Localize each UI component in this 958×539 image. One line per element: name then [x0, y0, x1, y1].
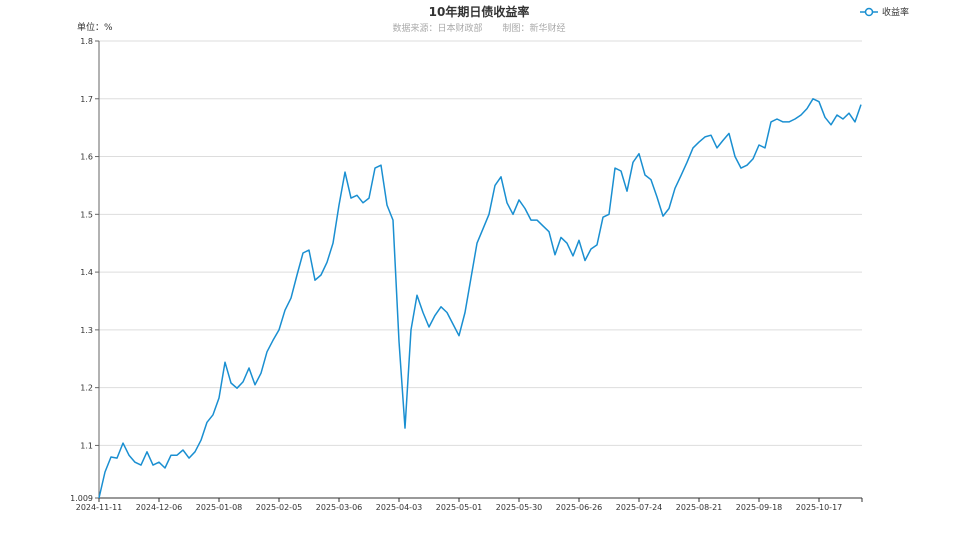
chart-title: 10年期日债收益率: [428, 5, 530, 19]
data-source: 数据来源：日本财政部: [392, 24, 483, 34]
y-tick-label: 1.7: [80, 95, 93, 104]
y-tick-label: 1.2: [80, 384, 93, 393]
y-tick-label: 1.1: [80, 441, 93, 450]
x-tick-label: 2025-01-08: [196, 503, 243, 512]
x-tick-label: 2025-07-24: [616, 503, 663, 512]
y-tick-label: 1.5: [80, 210, 93, 219]
x-tick-label: 2025-05-01: [436, 503, 483, 512]
x-tick-label: 2024-11-11: [76, 503, 123, 512]
series-line-yield: [98, 98, 862, 499]
y-axis-unit: 单位：%: [77, 23, 113, 33]
x-tick-label: 2025-09-18: [736, 503, 783, 512]
y-tick-label: 1.009: [70, 494, 93, 503]
x-tick-label: 2025-10-17: [796, 503, 843, 512]
legend-item[interactable]: 收益率: [860, 5, 909, 18]
y-tick-label: 1.4: [80, 268, 93, 277]
x-tick-label: 2025-05-30: [496, 503, 543, 512]
y-tick-label: 1.6: [80, 153, 93, 162]
legend-label: 收益率: [882, 8, 910, 18]
x-tick-label: 2025-08-21: [676, 503, 723, 512]
y-tick-label: 1.3: [80, 326, 93, 335]
chart-credit: 制图：新华财经: [502, 24, 566, 34]
x-tick-label: 2024-12-06: [136, 503, 183, 512]
x-tick-label: 2025-04-03: [376, 503, 423, 512]
x-tick-label: 2025-02-05: [256, 503, 303, 512]
chart-subtitle: 数据来源：日本财政部 制图：新华财经: [0, 21, 958, 34]
y-tick-label: 1.8: [80, 37, 93, 46]
x-tick-label: 2025-06-26: [556, 503, 603, 512]
x-tick-label: 2025-03-06: [316, 503, 363, 512]
legend-line-circle-icon: [860, 7, 878, 16]
